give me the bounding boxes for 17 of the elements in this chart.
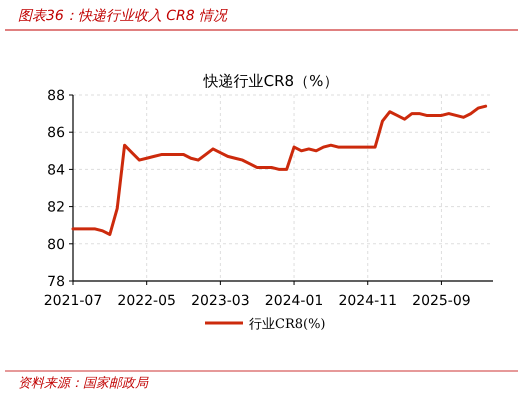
x-tick-label: 2023-03	[191, 293, 250, 309]
y-tick-label: 84	[47, 162, 66, 178]
line-series	[72, 104, 488, 236]
y-tick-label: 88	[47, 88, 65, 104]
x-tick-label: 2025-09	[412, 293, 471, 309]
x-tick-label: 2024-01	[264, 293, 324, 309]
y-tick-label: 82	[47, 200, 65, 216]
chart-subtitle: 快递行业CR8（%）	[202, 72, 338, 90]
chart-title: 图表36：快递行业收入 CR8 情况	[18, 8, 228, 24]
x-tick-label: 2022-05	[117, 293, 176, 309]
y-tick-label: 78	[47, 274, 65, 290]
y-tick-label: 80	[47, 236, 65, 253]
x-tick-label: 2021-07	[44, 293, 102, 309]
x-tick-label: 2024-11	[338, 293, 397, 309]
legend-label: 行业CR8(%)	[249, 317, 326, 332]
y-tick-label: 86	[47, 125, 66, 142]
text: 资料来源：国家邮政局	[18, 375, 149, 391]
